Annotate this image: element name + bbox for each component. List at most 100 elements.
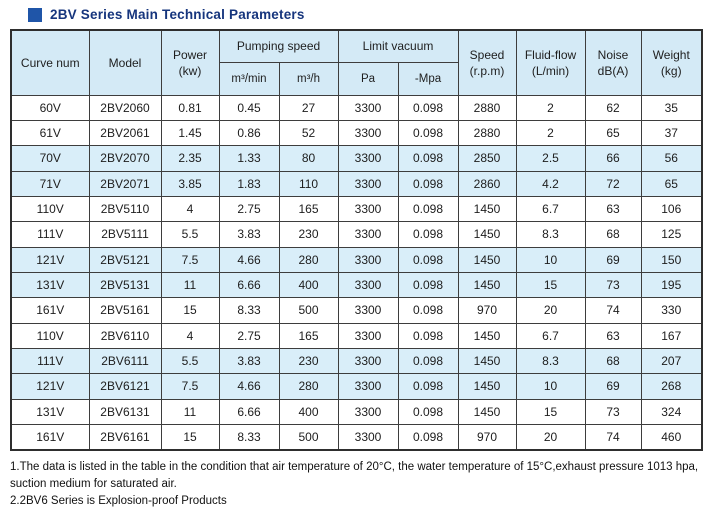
table-cell: 62 [584,94,642,121]
table-cell: 400 [278,271,339,299]
table-cell: 2880 [457,94,517,121]
col-group-pumping-speed: Pumping speed [218,29,339,63]
table-cell: 3300 [337,347,399,375]
table-cell: 125 [640,221,703,248]
table-cell: 2.75 [218,195,280,223]
table-cell: 121V [10,373,90,400]
table-cell: 7.5 [160,373,220,400]
table-cell: 195 [640,271,703,299]
table-cell: 3300 [337,297,399,324]
footnotes: 1.The data is listed in the table in the… [10,459,708,511]
table-header: Curve num Model Power (kw) Pumping speed… [10,29,703,96]
table-cell: 165 [278,322,339,349]
col-subheader-pa: Pa [337,61,399,96]
table-cell: 268 [640,373,703,400]
table-cell: 74 [584,423,642,451]
table-cell: 500 [278,297,339,324]
table-cell: 3300 [337,373,399,400]
table-cell: 970 [457,423,517,451]
table-cell: 3300 [337,322,399,349]
table-cell: 0.098 [397,322,459,349]
table-cell: 4 [160,322,220,349]
table-cell: 0.86 [218,119,280,147]
table-cell: 3300 [337,271,399,299]
table-cell: 110V [10,195,90,223]
table-cell: 460 [640,423,703,451]
table-row: 111V 2BV6111 5.5 3.83 230 3300 0.098 1450 8.3 68 2… [10,347,703,375]
table-cell: 500 [278,423,339,451]
table-cell: 63 [584,195,642,223]
table-cell: 63 [584,322,642,349]
table-cell: 3300 [337,398,399,425]
table-cell: 0.098 [397,221,459,248]
col-header-noise-line1: Noise [597,47,629,62]
table-cell: 2BV6161 [88,423,162,451]
table-cell: 1.83 [218,170,280,197]
col-header-power-line2: (kw) [178,63,202,78]
col-header-model: Model [88,29,162,96]
table-cell: 2BV6110 [88,322,162,349]
table-cell: 1.45 [160,119,220,147]
table-cell: 3300 [337,119,399,147]
title-bullet-icon [28,7,42,22]
table-cell: 2BV6121 [88,373,162,400]
table-cell: 0.098 [397,246,459,273]
table-cell: 2BV5110 [88,195,162,223]
col-header-curve-num: Curve num [10,29,90,96]
footnote-2: 2.2BV6 Series is Explosion-proof Product… [10,495,227,508]
table-cell: 2.35 [160,145,220,172]
table-cell: 1450 [457,373,517,400]
col-header-noise-line2: dB(A) [597,63,629,78]
table-cell: 0.098 [397,347,459,375]
table-cell: 8.33 [218,423,280,451]
table-row: 70V 2BV2070 2.35 1.33 80 3300 0.098 2850 2.5 66 56 [10,145,703,172]
table-cell: 8.3 [515,221,586,248]
col-group-limit-vacuum: Limit vacuum [337,29,459,63]
table-cell: 2BV5111 [88,221,162,248]
table-cell: 111V [10,347,90,375]
col-header-fluid-line2: (L/min) [531,63,570,78]
table-cell: 111V [10,221,90,248]
table-cell: 3300 [337,246,399,273]
table-cell: 20 [515,423,586,451]
table-cell: 2850 [457,145,517,172]
table-row: 71V 2BV2071 3.85 1.83 110 3300 0.098 2860 4.2 72 6… [10,170,703,197]
table-cell: 2 [515,94,586,121]
table-cell: 10 [515,373,586,400]
table-cell: 2BV6131 [88,398,162,425]
table-cell: 161V [10,423,90,451]
table-cell: 2 [515,119,586,147]
table-cell: 1450 [457,347,517,375]
table-row: 60V 2BV2060 0.81 0.45 27 3300 0.098 2880 2 62 35 [10,94,703,121]
table-cell: 15 [160,423,220,451]
table-cell: 0.098 [397,423,459,451]
table-row: 121V 2BV6121 7.5 4.66 280 3300 0.098 1450 10 69 26… [10,373,703,400]
table-row: 61V 2BV2061 1.45 0.86 52 3300 0.098 2880 2 65 37 [10,119,703,147]
page-title: 2BV Series Main Technical Parameters [50,7,305,22]
table-cell: 80 [278,145,339,172]
col-header-weight-line1: Weight [652,47,690,62]
table-cell: 69 [584,246,642,273]
col-header-weight: Weight (kg) [640,29,703,96]
table-cell: 4.66 [218,373,280,400]
table-cell: 131V [10,398,90,425]
table-cell: 2.75 [218,322,280,349]
table-cell: 74 [584,297,642,324]
table-cell: 69 [584,373,642,400]
footnote-1: 1.The data is listed in the table in the… [10,460,699,491]
table-cell: 131V [10,271,90,299]
table-cell: 0.098 [397,170,459,197]
table-cell: 2BV2061 [88,119,162,147]
col-header-weight-line2: (kg) [660,63,682,78]
table-cell: 1450 [457,322,517,349]
table-cell: 1450 [457,195,517,223]
table-cell: 73 [584,398,642,425]
table-body: 60V 2BV2060 0.81 0.45 27 3300 0.098 2880 2 62 35 61… [10,94,703,451]
table-cell: 2.5 [515,145,586,172]
table-cell: 66 [584,145,642,172]
table-cell: 60V [10,94,90,121]
col-header-speed-line2: (r.p.m) [469,63,505,78]
table-cell: 1.33 [218,145,280,172]
table-cell: 37 [640,119,703,147]
table-cell: 0.81 [160,94,220,121]
